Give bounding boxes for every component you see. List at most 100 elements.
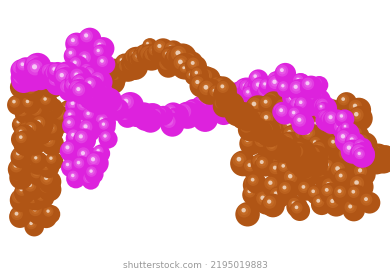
Circle shape bbox=[26, 218, 37, 229]
Circle shape bbox=[16, 131, 24, 139]
Circle shape bbox=[97, 77, 101, 81]
Circle shape bbox=[36, 75, 39, 79]
Circle shape bbox=[243, 115, 246, 119]
Circle shape bbox=[265, 131, 269, 135]
Circle shape bbox=[350, 108, 363, 122]
Circle shape bbox=[90, 85, 111, 105]
Circle shape bbox=[305, 171, 308, 174]
Circle shape bbox=[87, 91, 97, 101]
Circle shape bbox=[259, 195, 263, 199]
Circle shape bbox=[255, 192, 267, 203]
Circle shape bbox=[277, 160, 281, 164]
Circle shape bbox=[44, 183, 48, 188]
Circle shape bbox=[30, 71, 41, 81]
Circle shape bbox=[219, 101, 223, 105]
Circle shape bbox=[26, 72, 31, 77]
Circle shape bbox=[291, 83, 295, 87]
Circle shape bbox=[369, 154, 377, 163]
Circle shape bbox=[57, 109, 71, 123]
Circle shape bbox=[372, 150, 377, 155]
Circle shape bbox=[81, 65, 102, 87]
Circle shape bbox=[33, 124, 36, 127]
Circle shape bbox=[307, 93, 310, 97]
Circle shape bbox=[270, 74, 277, 81]
Circle shape bbox=[158, 111, 162, 114]
Circle shape bbox=[200, 106, 204, 109]
Circle shape bbox=[215, 106, 218, 109]
Circle shape bbox=[137, 49, 146, 57]
Circle shape bbox=[227, 82, 250, 105]
Circle shape bbox=[42, 124, 46, 128]
Circle shape bbox=[20, 139, 24, 143]
Circle shape bbox=[104, 99, 108, 103]
Circle shape bbox=[60, 74, 64, 78]
Circle shape bbox=[355, 134, 369, 148]
Circle shape bbox=[285, 83, 296, 94]
Circle shape bbox=[21, 71, 25, 75]
Circle shape bbox=[15, 72, 22, 79]
Circle shape bbox=[34, 74, 37, 78]
Circle shape bbox=[20, 62, 35, 77]
Circle shape bbox=[272, 76, 275, 80]
Circle shape bbox=[37, 192, 45, 199]
Circle shape bbox=[102, 123, 105, 126]
Circle shape bbox=[258, 126, 261, 130]
Circle shape bbox=[298, 99, 305, 106]
Circle shape bbox=[289, 87, 292, 90]
Circle shape bbox=[21, 71, 25, 75]
Circle shape bbox=[196, 102, 208, 113]
Circle shape bbox=[42, 98, 63, 119]
Circle shape bbox=[303, 151, 328, 177]
Circle shape bbox=[264, 93, 277, 106]
Circle shape bbox=[129, 53, 136, 60]
Circle shape bbox=[95, 83, 113, 102]
Circle shape bbox=[212, 96, 221, 105]
Circle shape bbox=[93, 74, 101, 83]
Circle shape bbox=[146, 42, 149, 45]
Circle shape bbox=[320, 176, 344, 200]
Circle shape bbox=[290, 149, 303, 162]
Circle shape bbox=[332, 116, 336, 120]
Circle shape bbox=[322, 177, 326, 181]
Circle shape bbox=[243, 116, 246, 120]
Circle shape bbox=[210, 93, 224, 108]
Circle shape bbox=[174, 55, 188, 70]
Circle shape bbox=[132, 52, 135, 55]
Circle shape bbox=[87, 86, 92, 91]
Circle shape bbox=[256, 158, 260, 162]
Circle shape bbox=[348, 186, 360, 198]
Circle shape bbox=[181, 51, 188, 58]
Circle shape bbox=[194, 100, 216, 121]
Circle shape bbox=[190, 106, 194, 109]
Circle shape bbox=[184, 110, 190, 117]
Circle shape bbox=[69, 100, 77, 108]
Circle shape bbox=[23, 120, 44, 141]
Circle shape bbox=[95, 54, 115, 74]
Circle shape bbox=[142, 46, 154, 58]
Circle shape bbox=[293, 147, 301, 155]
Circle shape bbox=[230, 108, 236, 114]
Circle shape bbox=[147, 50, 154, 58]
Circle shape bbox=[296, 99, 310, 112]
Circle shape bbox=[338, 125, 342, 129]
Circle shape bbox=[308, 186, 319, 197]
Circle shape bbox=[67, 80, 75, 88]
Circle shape bbox=[243, 109, 267, 133]
Circle shape bbox=[355, 155, 376, 175]
Circle shape bbox=[169, 112, 172, 115]
Circle shape bbox=[291, 202, 303, 213]
Circle shape bbox=[110, 101, 128, 118]
Circle shape bbox=[242, 118, 253, 129]
Circle shape bbox=[295, 141, 317, 162]
Circle shape bbox=[354, 180, 359, 185]
Text: shutterstock.com · 2195019883: shutterstock.com · 2195019883 bbox=[122, 261, 268, 270]
Circle shape bbox=[266, 96, 275, 104]
Circle shape bbox=[170, 106, 181, 117]
Circle shape bbox=[297, 78, 300, 82]
Circle shape bbox=[358, 168, 362, 172]
Circle shape bbox=[174, 59, 178, 63]
Circle shape bbox=[310, 188, 317, 195]
Circle shape bbox=[144, 48, 152, 56]
Circle shape bbox=[77, 161, 81, 165]
Circle shape bbox=[43, 162, 47, 165]
